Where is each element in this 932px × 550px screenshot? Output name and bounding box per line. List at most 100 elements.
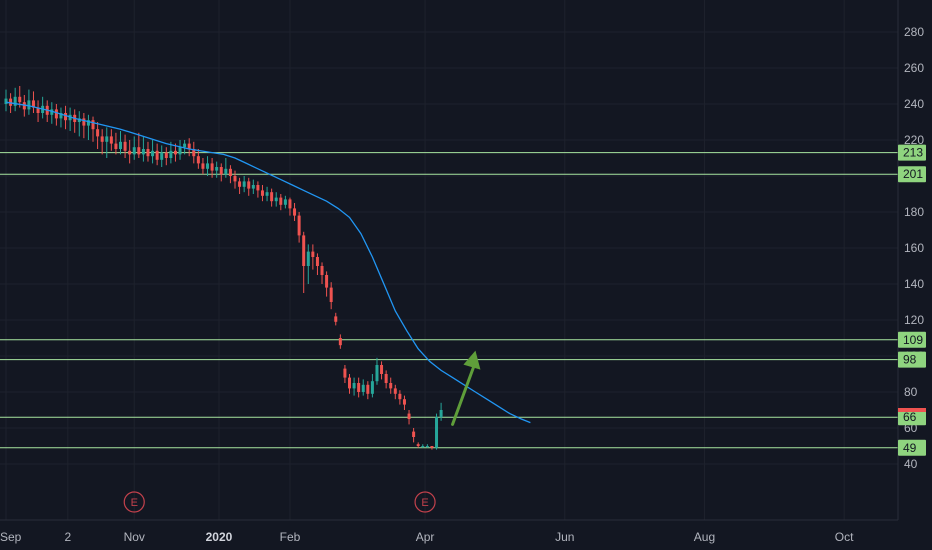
candle-body — [306, 251, 310, 266]
candle-body — [270, 192, 274, 202]
candle-body — [187, 143, 191, 149]
candle-body — [137, 147, 141, 155]
candle-body — [114, 143, 118, 149]
candle-body — [77, 118, 81, 122]
candle-body — [297, 215, 301, 236]
horizontal-levels[interactable] — [0, 152, 898, 449]
candle-body — [54, 109, 58, 119]
candle-body — [206, 163, 210, 169]
arrow-head — [463, 350, 481, 370]
level-badge: 66 — [898, 409, 926, 426]
time-tick-label: 2 — [64, 530, 71, 544]
candle-body — [13, 96, 17, 106]
candle-body — [22, 102, 26, 110]
level-badge-bg — [898, 166, 926, 183]
price-tick-label: 120 — [904, 313, 924, 327]
candle-body — [31, 100, 35, 108]
level-badge-bg — [898, 409, 926, 426]
candle-body — [247, 181, 251, 189]
candle-body — [105, 136, 109, 142]
candle-body — [357, 383, 361, 392]
candle-body — [219, 167, 223, 175]
level-badge-bg — [898, 144, 926, 161]
candle-body — [141, 149, 145, 155]
level-badge-label: 49 — [903, 441, 917, 455]
level-badge-label: 213 — [903, 146, 923, 160]
candle-body — [64, 113, 68, 121]
price-tick-label: 180 — [904, 205, 924, 219]
candle-body — [430, 446, 434, 448]
candle-body — [384, 374, 388, 383]
time-tick-label: 2020 — [206, 530, 233, 544]
candle-body — [425, 446, 429, 447]
price-tick-label: 280 — [904, 25, 924, 39]
level-badge: 213 — [898, 144, 926, 161]
candle-body — [27, 100, 31, 110]
candle-body — [361, 384, 365, 392]
candle-body — [311, 251, 315, 257]
candle-body — [233, 176, 237, 182]
candle-body — [146, 149, 150, 157]
candle-body — [164, 152, 168, 158]
candle-body — [315, 257, 319, 266]
candle-body — [274, 197, 278, 202]
price-tick-label: 220 — [904, 133, 924, 147]
candle-body — [338, 338, 342, 346]
time-tick-label: Feb — [280, 530, 301, 544]
level-badge-label: 66 — [903, 410, 917, 424]
candle-body — [50, 109, 54, 115]
candle-body — [242, 181, 246, 187]
candle-body — [348, 377, 351, 389]
candle-body — [407, 413, 411, 419]
level-badge: 109 — [898, 331, 926, 348]
candle-body — [416, 444, 420, 446]
candle-body — [334, 316, 338, 322]
candle-body — [238, 181, 242, 187]
time-tick-label: Oct — [835, 530, 854, 544]
level-badge-label: 98 — [903, 353, 917, 367]
price-axis[interactable]: 280260240220200180160140120100806040 — [904, 25, 924, 471]
earnings-e-icon[interactable]: E — [414, 491, 436, 513]
candle-body — [302, 235, 306, 266]
earnings-circle — [414, 491, 436, 513]
candle-body — [4, 98, 8, 104]
candle-body — [398, 393, 402, 400]
candle-body — [380, 365, 384, 374]
candle-body — [435, 417, 439, 448]
candle-body — [201, 163, 205, 169]
time-tick-label: Nov — [124, 530, 145, 544]
candle-body — [128, 150, 132, 155]
candle-body — [439, 410, 443, 418]
candle-body — [100, 136, 104, 142]
candle-body — [228, 168, 232, 176]
candle-body — [9, 98, 13, 106]
grid — [0, 0, 898, 520]
earnings-e-icon[interactable]: E — [123, 491, 145, 513]
candle-body — [210, 163, 214, 171]
up-arrow-icon — [451, 350, 481, 426]
time-axis[interactable]: Sep 2 Nov 2020 Feb Apr Jun Aug Oct — [0, 530, 854, 544]
candle-body — [402, 399, 406, 405]
candle-body — [183, 143, 187, 148]
time-tick-label: Aug — [694, 530, 715, 544]
candle-body — [293, 208, 297, 216]
last-price-marker — [898, 408, 926, 412]
candle-body — [86, 120, 90, 126]
level-badges: 213 201 109 98 66 49 — [898, 144, 926, 456]
candle-body — [91, 120, 95, 130]
candle-body — [18, 96, 22, 103]
earnings-label: E — [131, 497, 138, 509]
level-badge-bg — [898, 331, 926, 348]
candle-body — [123, 141, 127, 151]
candle-body — [325, 275, 329, 288]
level-badge-bg — [898, 351, 926, 368]
candle-body — [59, 113, 63, 119]
candle-body — [196, 156, 200, 164]
candle-body — [173, 150, 177, 155]
candle-body — [160, 152, 164, 160]
candle-body — [412, 431, 416, 437]
price-tick-label: 160 — [904, 241, 924, 255]
level-badge-bg — [898, 439, 926, 456]
